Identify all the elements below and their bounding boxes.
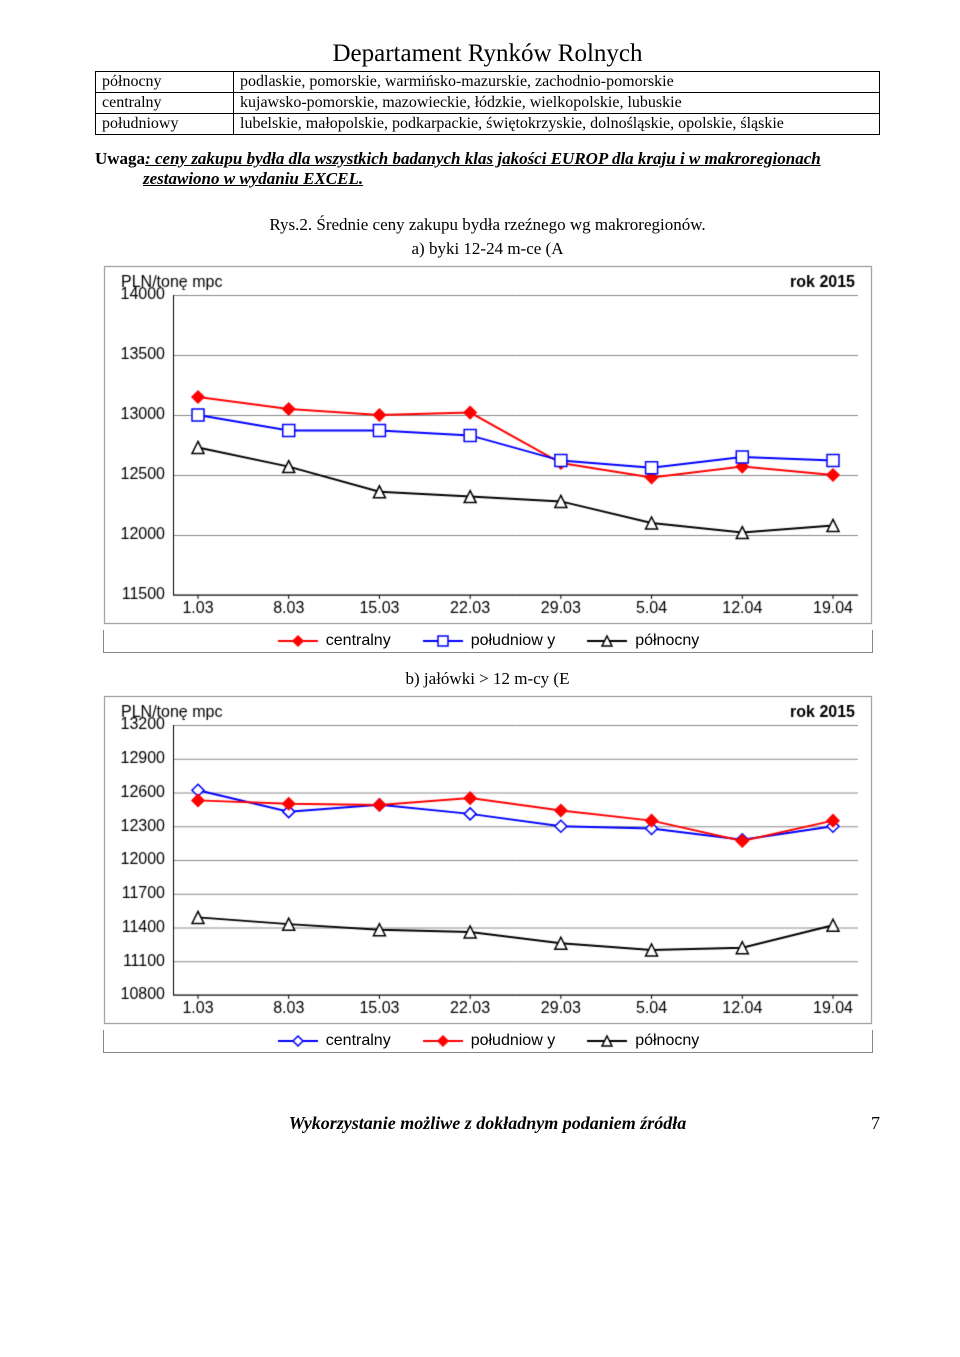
chart-a-subtitle: a) byki 12-24 m-ce (A (95, 239, 880, 259)
legend-label: północny (635, 632, 699, 650)
table-cell: północny (96, 72, 234, 93)
figure-title: Rys.2. Średnie ceny zakupu bydła rzeźneg… (95, 215, 880, 235)
chart-b-subtitle: b) jałówki > 12 m-cy (E (95, 669, 880, 689)
legend-label: centralny (326, 1032, 391, 1050)
table-cell: centralny (96, 93, 234, 114)
table-cell: kujawsko-pomorskie, mazowieckie, łódzkie… (234, 93, 880, 114)
legend-label: północny (635, 1032, 699, 1050)
regions-table: północnypodlaskie, pomorskie, warmińsko-… (95, 71, 880, 135)
chart-canvas (103, 695, 873, 1025)
note-paragraph: Uwaga: ceny zakupu bydła dla wszystkich … (95, 149, 880, 189)
table-cell: lubelskie, małopolskie, podkarpackie, św… (234, 114, 880, 135)
legend-item: południow y (421, 632, 556, 650)
page-number: 7 (871, 1113, 880, 1134)
note-lead: Uwaga (95, 149, 145, 168)
table-cell: podlaskie, pomorskie, warmińsko-mazurski… (234, 72, 880, 93)
legend-item: północny (585, 632, 699, 650)
chart-canvas (103, 265, 873, 625)
legend-label: południow y (471, 632, 556, 650)
chart-a: centralny południow y północny (103, 265, 873, 653)
chart-b: centralny południow y północny (103, 695, 873, 1053)
note-italic2: zestawiono w wydaniu EXCEL. (95, 169, 363, 188)
note-italic1: : ceny zakupu bydła dla wszystkich badan… (145, 149, 821, 168)
footer-text: Wykorzystanie możliwe z dokładnym podani… (95, 1113, 880, 1134)
department-title: Departament Rynków Rolnych (95, 40, 880, 68)
legend-label: centralny (326, 632, 391, 650)
legend-item: centralny (276, 1032, 391, 1050)
legend-item: południow y (421, 1032, 556, 1050)
legend-label: południow y (471, 1032, 556, 1050)
chart-legend: centralny południow y północny (103, 1030, 873, 1053)
legend-item: północny (585, 1032, 699, 1050)
legend-item: centralny (276, 632, 391, 650)
table-cell: południowy (96, 114, 234, 135)
chart-legend: centralny południow y północny (103, 630, 873, 653)
